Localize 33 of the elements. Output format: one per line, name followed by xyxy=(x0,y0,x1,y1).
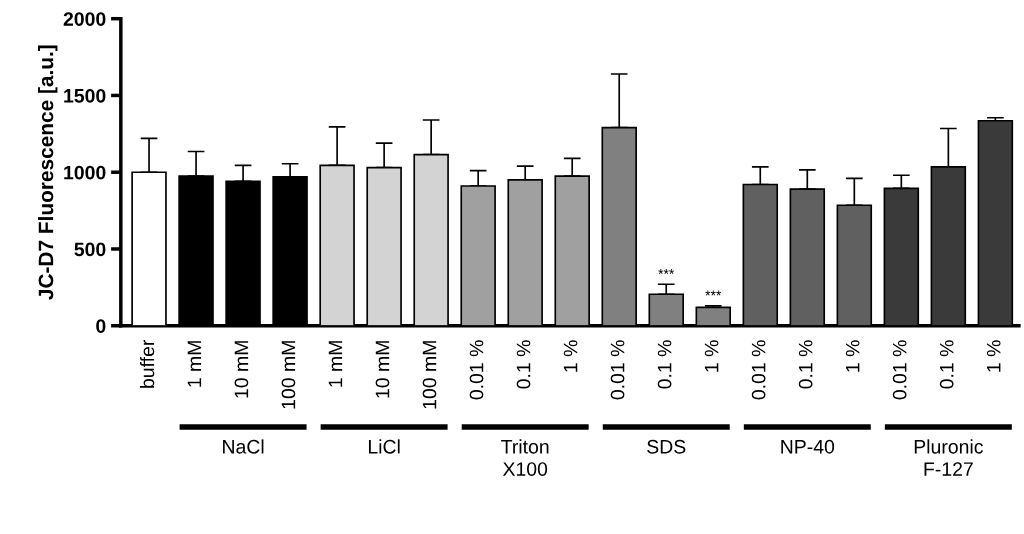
data-label: *** xyxy=(658,269,675,274)
text: SDS xyxy=(647,439,686,454)
text: Triton X100 xyxy=(501,439,549,476)
x-tick-label: 0.01 % xyxy=(469,340,484,400)
x-tick-label: 1 % xyxy=(704,340,719,372)
x-tick-label: 1 % xyxy=(563,340,578,372)
y-axis-title: JC-D7 Fluorescence [a.u.] xyxy=(38,45,58,300)
x-tick-label: 0.01 % xyxy=(610,340,625,400)
x-tick-label: 100 mM xyxy=(422,341,437,409)
x-tick-label: 1 mM xyxy=(187,341,202,387)
x-tick-label: 0.1 % xyxy=(516,340,531,389)
data-label: *** xyxy=(705,290,722,296)
x-tick-label: buffer xyxy=(139,339,155,388)
x-tick-label: 1 % xyxy=(845,340,860,372)
x-tick-label: 10 mM xyxy=(375,341,390,398)
y-tick-label: 1000 xyxy=(64,165,106,180)
x-tick-label: 1 % xyxy=(986,340,1001,372)
text: NP-40 xyxy=(781,439,835,454)
y-tick-label: 2000 xyxy=(63,12,106,26)
x-tick-label: 0.01 % xyxy=(892,340,907,400)
x-tick-label: 10 mM xyxy=(234,341,249,398)
text: Pluronic F-127 xyxy=(914,439,983,476)
text: LiCl xyxy=(368,439,400,454)
y-tick-label: 1500 xyxy=(64,88,106,103)
y-tick-label: 500 xyxy=(74,242,106,257)
x-tick-label: 0.1 % xyxy=(798,340,813,389)
text: NaCl xyxy=(223,439,264,454)
x-tick-label: 0.01 % xyxy=(751,340,766,400)
x-tick-label: 100 mM xyxy=(281,341,296,409)
x-tick-label: 0.1 % xyxy=(657,340,672,389)
x-tick-label: 1 mM xyxy=(328,341,343,387)
x-tick-label: 0.1 % xyxy=(939,340,954,389)
y-tick-label: 0 xyxy=(96,319,106,333)
